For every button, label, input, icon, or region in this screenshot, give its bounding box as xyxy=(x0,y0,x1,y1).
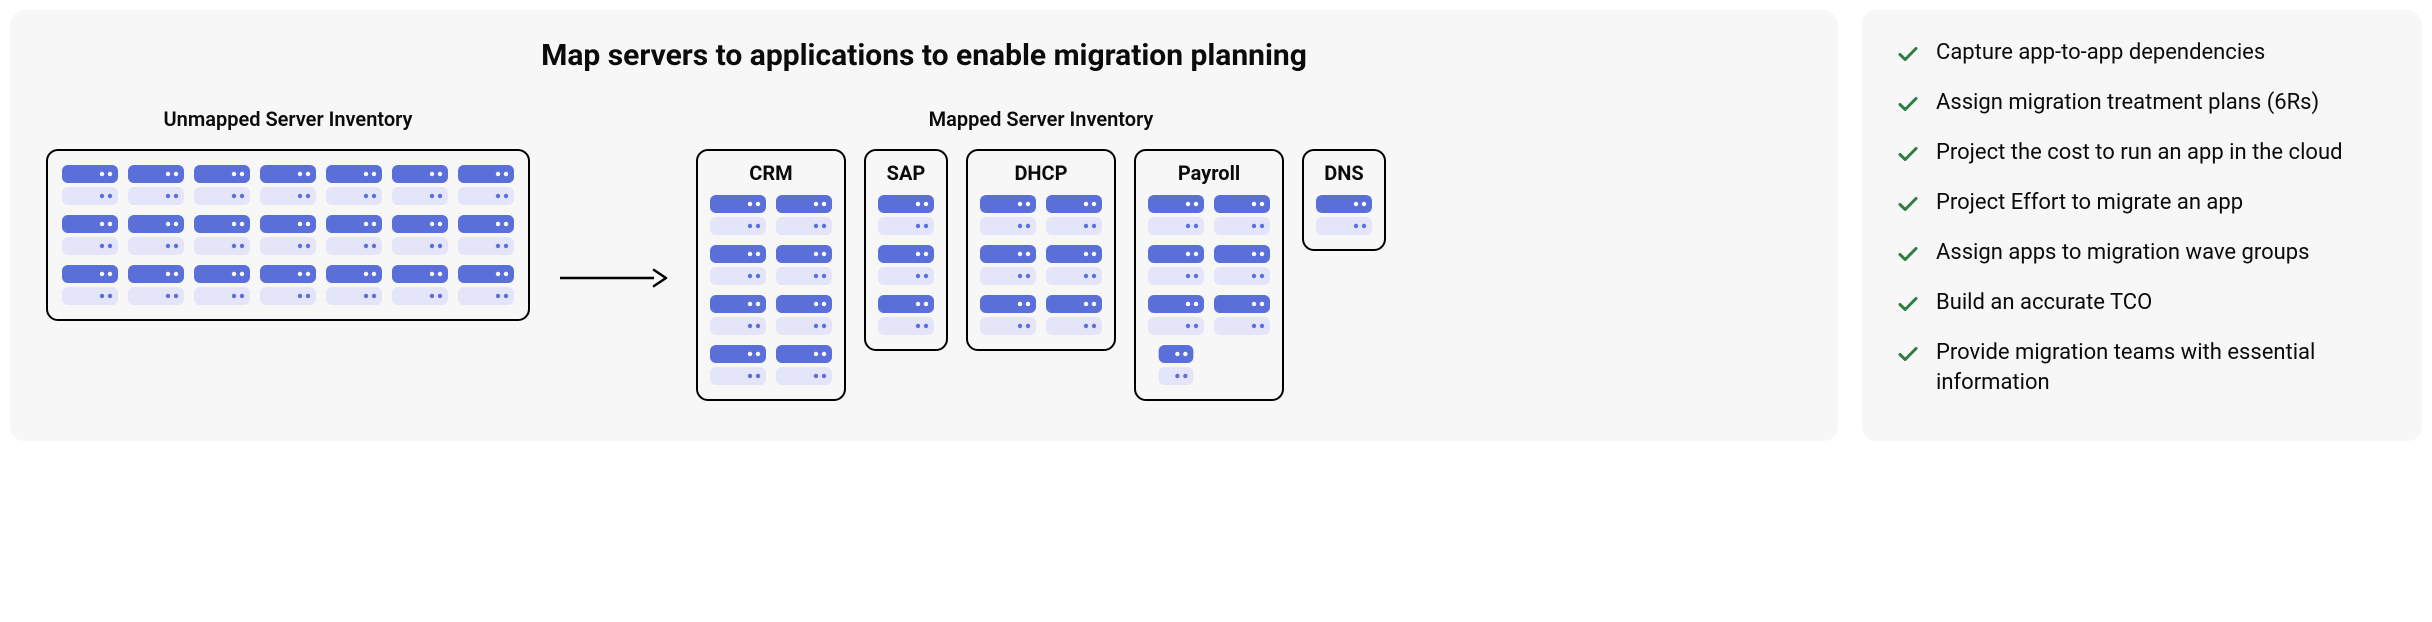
benefit-item: Assign migration treatment plans (6Rs) xyxy=(1896,88,2388,120)
server-icon xyxy=(1046,295,1102,335)
check-icon xyxy=(1896,42,1920,70)
check-icon xyxy=(1896,142,1920,170)
server-icon xyxy=(128,265,184,305)
server-icon xyxy=(458,165,514,205)
server-icon xyxy=(62,215,118,255)
benefit-text: Project the cost to run an app in the cl… xyxy=(1936,138,2343,168)
app-label: Payroll xyxy=(1178,161,1240,185)
server-icon xyxy=(260,265,316,305)
app-label: SAP xyxy=(887,161,926,185)
server-icon xyxy=(710,295,766,335)
server-icon xyxy=(980,245,1036,285)
server-icon xyxy=(326,265,382,305)
server-icon xyxy=(326,215,382,255)
apps-row: CRM xyxy=(696,149,1386,401)
benefit-text: Capture app-to-app dependencies xyxy=(1936,38,2265,68)
server-icon xyxy=(260,215,316,255)
server-icon xyxy=(776,295,832,335)
benefit-text: Assign migration treatment plans (6Rs) xyxy=(1936,88,2319,118)
app-rack xyxy=(980,195,1102,335)
server-icon xyxy=(980,195,1036,235)
benefit-item: Project the cost to run an app in the cl… xyxy=(1896,138,2388,170)
app-rack xyxy=(710,195,832,385)
server-icon xyxy=(878,245,934,285)
benefit-item: Project Effort to migrate an app xyxy=(1896,188,2388,220)
benefit-item: Capture app-to-app dependencies xyxy=(1896,38,2388,70)
server-icon xyxy=(776,345,832,385)
app-label: DHCP xyxy=(1014,161,1067,185)
benefit-text: Assign apps to migration wave groups xyxy=(1936,238,2309,268)
check-icon xyxy=(1896,342,1920,370)
app-box: CRM xyxy=(696,149,846,401)
server-icon xyxy=(980,295,1036,335)
server-icon xyxy=(194,215,250,255)
server-icon xyxy=(392,265,448,305)
server-slot-empty xyxy=(1214,345,1270,385)
server-icon xyxy=(62,165,118,205)
app-box: DHCP xyxy=(966,149,1116,351)
unmapped-label: Unmapped Server Inventory xyxy=(164,107,413,131)
app-rack xyxy=(878,195,934,335)
diagram-title: Map servers to applications to enable mi… xyxy=(46,38,1802,73)
mapped-col: Mapped Server Inventory CRM xyxy=(696,107,1386,401)
benefits-list: Capture app-to-app dependencies Assign m… xyxy=(1896,38,2388,397)
benefit-text: Provide migration teams with essential i… xyxy=(1936,338,2388,397)
benefit-text: Build an accurate TCO xyxy=(1936,288,2152,318)
server-icon xyxy=(710,195,766,235)
app-box: SAP xyxy=(864,149,948,351)
server-icon xyxy=(458,265,514,305)
server-icon xyxy=(710,245,766,285)
server-icon xyxy=(392,215,448,255)
server-icon xyxy=(458,215,514,255)
server-icon xyxy=(710,345,766,385)
app-rack xyxy=(1148,195,1270,385)
server-icon xyxy=(1214,195,1270,235)
server-icon xyxy=(1214,245,1270,285)
server-icon xyxy=(260,165,316,205)
benefit-text: Project Effort to migrate an app xyxy=(1936,188,2243,218)
server-icon xyxy=(878,295,934,335)
server-icon xyxy=(128,215,184,255)
server-icon xyxy=(878,195,934,235)
benefit-item: Provide migration teams with essential i… xyxy=(1896,338,2388,397)
server-icon xyxy=(1316,195,1372,235)
server-icon xyxy=(1046,195,1102,235)
server-icon xyxy=(1046,245,1102,285)
server-icon xyxy=(392,165,448,205)
server-icon xyxy=(776,195,832,235)
server-icon xyxy=(1148,245,1204,285)
app-label: DNS xyxy=(1324,161,1363,185)
app-box: Payroll xyxy=(1134,149,1284,401)
server-icon xyxy=(326,165,382,205)
server-icon xyxy=(62,265,118,305)
check-icon xyxy=(1896,92,1920,120)
server-icon xyxy=(194,165,250,205)
benefits-panel: Capture app-to-app dependencies Assign m… xyxy=(1862,10,2422,441)
check-icon xyxy=(1896,192,1920,220)
app-box: DNS xyxy=(1302,149,1386,251)
server-icon xyxy=(194,265,250,305)
unmapped-grid xyxy=(62,165,514,305)
server-icon xyxy=(776,245,832,285)
server-icon xyxy=(1148,295,1204,335)
check-icon xyxy=(1896,292,1920,320)
benefit-item: Build an accurate TCO xyxy=(1896,288,2388,320)
server-icon xyxy=(1148,345,1204,385)
unmapped-col: Unmapped Server Inventory xyxy=(46,107,530,321)
server-icon xyxy=(1214,295,1270,335)
unmapped-box xyxy=(46,149,530,321)
server-icon xyxy=(128,165,184,205)
arrow-icon xyxy=(558,266,668,290)
layout: Map servers to applications to enable mi… xyxy=(10,10,2422,441)
diagram-panel: Map servers to applications to enable mi… xyxy=(10,10,1838,441)
app-rack xyxy=(1316,195,1372,235)
mapped-label: Mapped Server Inventory xyxy=(929,107,1154,131)
server-icon xyxy=(1148,195,1204,235)
app-label: CRM xyxy=(749,161,792,185)
benefit-item: Assign apps to migration wave groups xyxy=(1896,238,2388,270)
diagram-row: Unmapped Server Inventory xyxy=(46,107,1802,401)
check-icon xyxy=(1896,242,1920,270)
